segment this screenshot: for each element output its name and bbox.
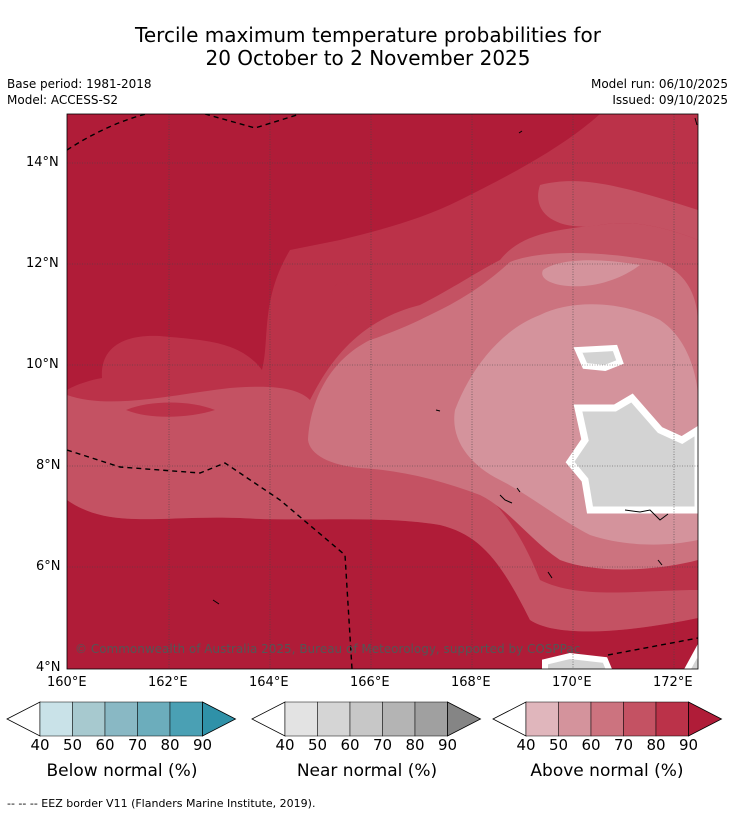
colorbar-tick-label: 60 [95,736,115,754]
colorbar-arrow-min [251,701,286,737]
region-above-80-island [332,282,354,308]
region-above-50-small [542,260,640,287]
copyright-text: © Commonwealth of Australia 2025, Bureau… [75,642,581,656]
colorbar-tick-label: 50 [548,736,569,754]
colorbar-segment [382,701,416,737]
colorbar-below [6,701,237,737]
colorbar-segment [284,701,318,737]
colorbar-segment [169,701,203,737]
colorbar-label-below: Below normal (%) [46,761,198,781]
y-tick-label: 10°N [26,357,59,372]
colorbar-tick-label: 90 [437,736,458,754]
colorbar-tick-label: 60 [340,736,360,754]
colorbar-tick-label: 50 [62,736,83,754]
region-above-70-small [538,181,698,240]
colorbar-segment [590,701,624,737]
colorbar-tick-label: 40 [30,736,50,754]
colorbar-tick-label: 80 [160,736,180,754]
colorbar-arrow-max [202,701,237,737]
base-period: Base period: 1981-2018 [7,77,152,91]
model-name: Model: ACCESS-S2 [7,93,119,107]
region-no-signal [565,393,698,514]
region-no-signal-bottom [542,652,612,669]
y-tick-label: 6°N [36,559,61,574]
colorbar-label-above: Above normal (%) [530,761,684,781]
y-tick-label: 12°N [26,256,59,271]
colorbar-tick-label: 80 [405,736,425,754]
x-tick-label: 166°E [350,675,390,690]
model-run: Model run: 06/10/2025 [590,77,728,91]
y-tick-label: 14°N [26,155,59,170]
colorbar-tick-label: 40 [275,736,295,754]
y-tick-label: 8°N [36,458,61,473]
colorbar-label-near: Near normal (%) [296,761,438,781]
region-above-80-patch [126,402,215,417]
x-tick-label: 160°E [47,675,87,690]
plot-frame [66,113,699,670]
colorbar-segment [39,701,73,737]
colorbar-tick-label: 70 [613,736,634,754]
colorbar-segment [137,701,171,737]
colorbar-segment [623,701,657,737]
colorbar-above [492,701,723,737]
colorbar-tick-label: 70 [372,736,393,754]
colorbar-segment [349,701,383,737]
colorbar-tick-label: 80 [646,736,666,754]
colorbar-near [251,701,482,737]
colorbar-tick-label: 70 [127,736,148,754]
colorbar-tick-label: 40 [516,736,536,754]
region-no-signal-corner [684,643,698,669]
issued-date: Issued: 09/10/2025 [612,93,728,107]
colorbar-segment [414,701,448,737]
colorbar-tick-label: 50 [307,736,328,754]
islands [212,117,698,605]
chart-title-line1: Tercile maximum temperature probabilitie… [135,23,601,47]
x-tick-label: 168°E [451,675,491,690]
grid-lines [67,114,698,669]
eez-border [67,114,698,669]
colorbar-segment [655,701,689,737]
x-tick-label: 162°E [148,675,188,690]
colorbar-arrow-min [6,701,41,737]
colorbar-arrow-max [688,701,723,737]
colorbar-tick-label: 60 [581,736,601,754]
colorbar-tick-label: 90 [678,736,699,754]
colorbar-segment [72,701,106,737]
colorbar-segment [558,701,592,737]
x-tick-label: 164°E [249,675,289,690]
eez-footnote: -- -- -- EEZ border V11 (Flanders Marine… [7,797,316,810]
colorbar-segment [317,701,351,737]
colorbar-arrow-min [492,701,527,737]
x-tick-label: 172°E [653,675,693,690]
x-tick-label: 170°E [552,675,592,690]
colorbar-segment [525,701,559,737]
y-tick-label: 4°N [36,660,61,675]
colorbar-tick-label: 90 [192,736,213,754]
region-no-signal-small [573,344,624,372]
colorbars [6,701,723,737]
colorbar-arrow-max [447,701,482,737]
chart-title-line2: 20 October to 2 November 2025 [205,46,531,70]
colorbar-segment [104,701,138,737]
